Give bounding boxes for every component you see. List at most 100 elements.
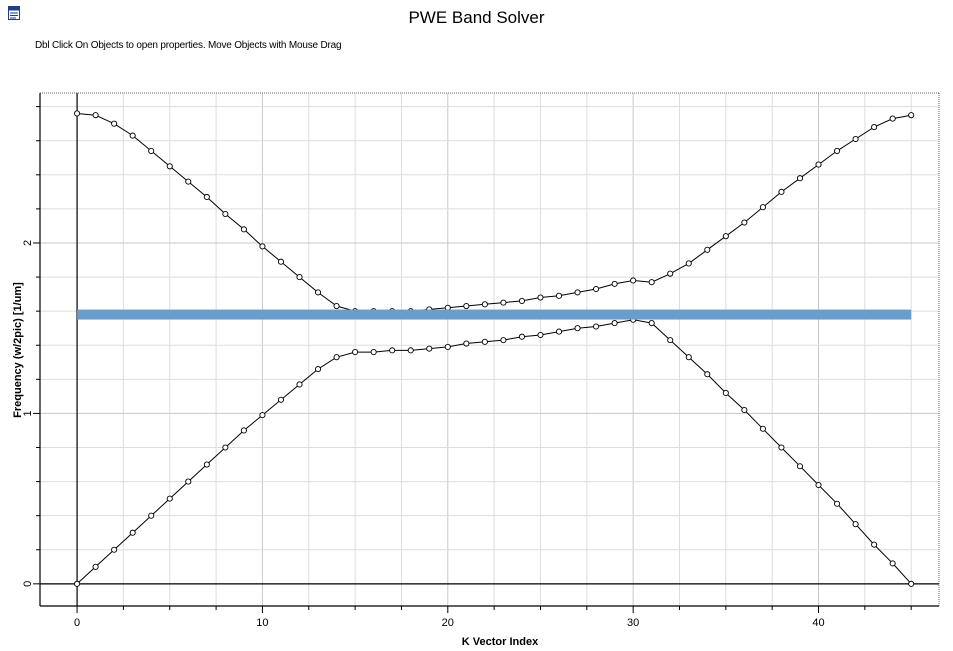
band-point bbox=[908, 112, 915, 119]
band-point bbox=[426, 345, 433, 352]
x-axis-label: K Vector Index bbox=[462, 636, 539, 648]
band-point bbox=[667, 270, 674, 277]
y-axis-label: Frequency (w/2pic) [1/um] bbox=[12, 282, 24, 418]
band-point bbox=[852, 521, 859, 528]
grid bbox=[40, 93, 939, 606]
band-point bbox=[815, 161, 822, 168]
band-point bbox=[685, 260, 692, 267]
band-point bbox=[741, 406, 748, 414]
axis-ticks bbox=[33, 106, 912, 613]
band-point bbox=[92, 112, 99, 119]
band-point bbox=[722, 389, 729, 397]
band-point bbox=[259, 412, 266, 419]
band-point bbox=[778, 444, 785, 451]
instruction-text: Dbl Click On Objects to open properties.… bbox=[35, 40, 342, 51]
band-point bbox=[537, 331, 544, 339]
band-point bbox=[333, 354, 340, 361]
band-point bbox=[834, 500, 841, 507]
band-point bbox=[611, 280, 618, 287]
band-point bbox=[296, 381, 303, 388]
band-point bbox=[481, 338, 488, 345]
band-point bbox=[129, 529, 136, 536]
band-point bbox=[704, 371, 711, 378]
band-point bbox=[166, 163, 173, 170]
band-point bbox=[574, 289, 581, 296]
band-point bbox=[574, 325, 581, 332]
band-point bbox=[796, 463, 804, 470]
band-point bbox=[537, 294, 544, 301]
band-point bbox=[759, 425, 766, 432]
band-point bbox=[685, 354, 692, 361]
band-point bbox=[277, 258, 285, 265]
band-point bbox=[759, 204, 766, 211]
document-icon bbox=[8, 6, 20, 20]
band-point bbox=[314, 289, 322, 296]
band-point bbox=[240, 427, 247, 434]
band-point bbox=[500, 337, 507, 344]
band-point bbox=[834, 147, 841, 154]
band-point bbox=[277, 396, 285, 403]
band-point bbox=[908, 580, 915, 587]
band-point bbox=[333, 302, 340, 310]
band-point bbox=[630, 277, 637, 284]
band-point bbox=[555, 292, 563, 299]
band-point bbox=[648, 320, 655, 327]
band-point bbox=[722, 233, 729, 240]
band-point bbox=[370, 349, 377, 356]
band-point bbox=[518, 333, 525, 340]
band-point bbox=[389, 347, 396, 354]
x-tick-label: 0 bbox=[74, 617, 80, 629]
band-line-1 bbox=[77, 113, 912, 312]
band-point bbox=[129, 132, 136, 139]
band-point bbox=[166, 495, 173, 502]
band-point bbox=[593, 285, 600, 293]
band-point bbox=[889, 115, 896, 122]
band-point bbox=[463, 340, 470, 347]
band-point bbox=[407, 347, 414, 354]
band-point bbox=[314, 366, 322, 373]
band-point bbox=[463, 302, 470, 310]
band-point bbox=[778, 188, 785, 195]
y-tick-label: 0 bbox=[22, 581, 34, 587]
band-point bbox=[296, 274, 303, 281]
series-layer bbox=[74, 110, 915, 587]
band-point bbox=[92, 563, 99, 570]
band-point bbox=[259, 243, 266, 250]
band-point bbox=[111, 546, 118, 553]
x-tick-label: 40 bbox=[812, 617, 824, 629]
x-tick-label: 10 bbox=[256, 617, 268, 629]
band-point bbox=[815, 481, 822, 489]
band-point bbox=[185, 478, 192, 485]
x-tick-label: 20 bbox=[442, 617, 454, 629]
band-point bbox=[203, 461, 210, 468]
band-point bbox=[518, 297, 525, 304]
band-point bbox=[648, 279, 655, 286]
band-point bbox=[741, 219, 748, 226]
y-tick-label: 2 bbox=[22, 240, 34, 246]
band-point bbox=[889, 560, 896, 567]
band-point bbox=[611, 320, 618, 327]
band-point bbox=[222, 444, 229, 451]
band-point bbox=[667, 337, 674, 344]
band-point bbox=[352, 349, 359, 356]
band-point bbox=[500, 299, 507, 306]
window-title: PWE Band Solver bbox=[408, 8, 545, 27]
band-point bbox=[555, 328, 563, 335]
band-point bbox=[871, 124, 878, 131]
plot-frame bbox=[39, 92, 940, 607]
band-point bbox=[148, 147, 155, 154]
highlight-bar bbox=[77, 309, 912, 320]
band-point bbox=[593, 323, 600, 330]
band-point bbox=[852, 135, 859, 143]
band-point bbox=[111, 120, 118, 127]
band-point bbox=[444, 343, 451, 350]
band-point bbox=[871, 541, 878, 548]
band-point bbox=[148, 512, 155, 519]
band-point bbox=[185, 178, 192, 185]
band-line-2 bbox=[76, 319, 912, 585]
x-tick-label: 30 bbox=[627, 617, 639, 629]
band-point bbox=[222, 210, 229, 218]
band-point bbox=[74, 580, 81, 587]
band-point bbox=[796, 175, 804, 182]
